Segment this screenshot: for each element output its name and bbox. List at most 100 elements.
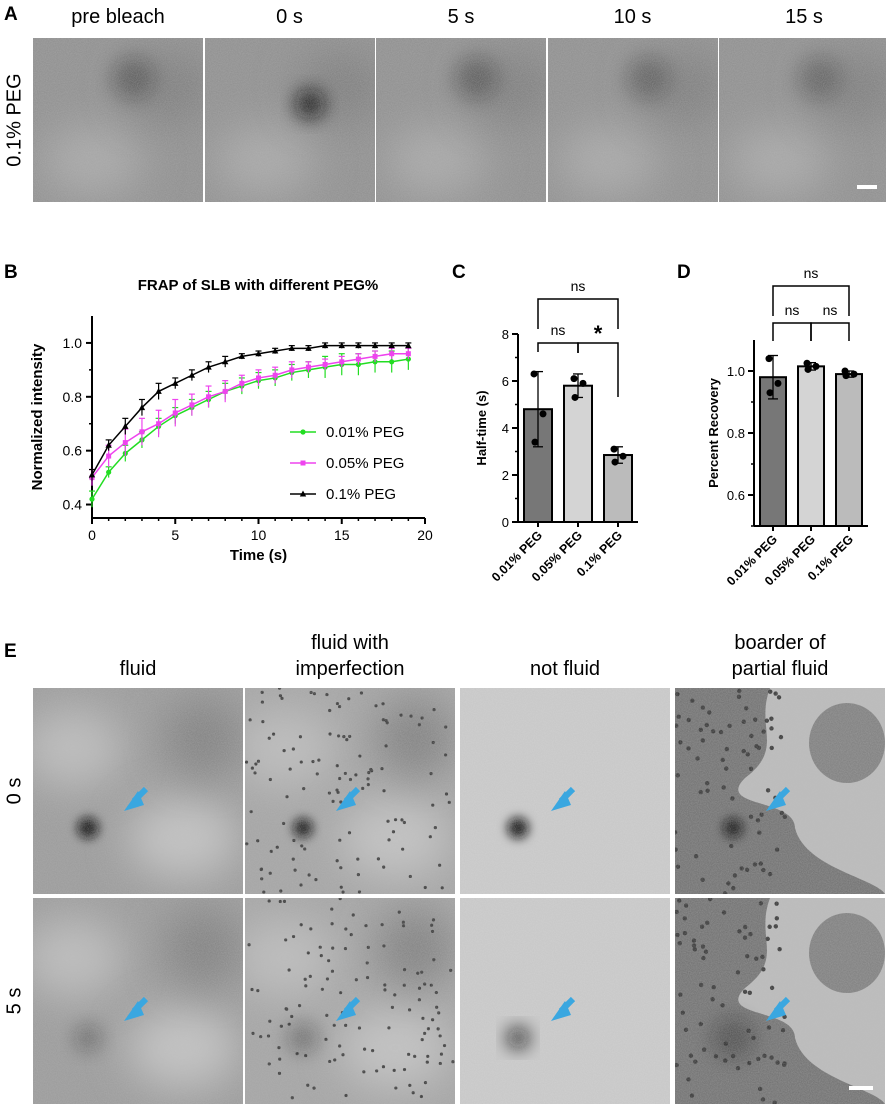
y-tick-label: 0.8: [63, 389, 83, 405]
y-tick-label: 6: [502, 374, 509, 389]
y-tick-label: 0.6: [63, 443, 83, 459]
microscopy-tile: [245, 688, 455, 894]
panel-label-d: D: [677, 262, 691, 283]
y-axis-label: Percent Recovery: [706, 377, 721, 488]
panel-e-row-label-wrap: 5 s: [0, 898, 30, 1104]
legend-entry: 0.01% PEG: [326, 424, 404, 441]
microscopy-tile: [547, 38, 718, 202]
image-grain: [719, 38, 886, 202]
scale-bar: [857, 185, 877, 189]
image-grain: [376, 38, 546, 202]
pointer-arrow-head: [124, 791, 144, 811]
bar: [797, 365, 825, 527]
y-tick-label: 1.0: [63, 335, 83, 351]
image-grain: [547, 38, 718, 202]
significance-label: ns: [551, 322, 566, 338]
panel-a-row-label: 0.1% PEG: [0, 38, 30, 202]
significance-label: ns: [785, 302, 800, 318]
microscopy-image: [204, 38, 375, 202]
panel-e-column-title: boarder of: [734, 632, 826, 654]
panel-a-column-title: 15 s: [785, 6, 823, 28]
y-tick-label: 1.0: [727, 364, 745, 379]
row-label-peg: 0.1% PEG: [3, 73, 26, 167]
pointer-arrow-head: [336, 791, 356, 811]
pointer-arrow-head: [124, 1001, 144, 1021]
replicate-point: [570, 375, 578, 383]
replicate-point: [619, 452, 627, 460]
microscopy-tile: [376, 38, 546, 202]
microscopy-image: [675, 688, 885, 894]
x-tick-label: 15: [334, 527, 350, 543]
y-tick-label: 2: [502, 468, 509, 483]
panel-e-column-title: fluid: [119, 658, 157, 680]
x-tick-label: 0: [88, 527, 96, 543]
panel-a-column-title: 0 s: [276, 6, 303, 28]
replicate-point: [579, 379, 587, 387]
panel-e-column-title: imperfection: [295, 658, 405, 680]
microscopy-tile: [460, 898, 670, 1104]
microscopy-image: [33, 898, 243, 1104]
replicate-point: [774, 379, 782, 387]
pointer-arrow-head: [551, 791, 571, 811]
significance-bracket: [772, 322, 812, 341]
microscopy-image: [245, 898, 455, 1104]
panel-label-b: B: [4, 262, 18, 283]
series-line: [91, 358, 409, 500]
chart-title: FRAP of SLB with different PEG%: [138, 277, 379, 294]
replicate-point: [842, 372, 850, 380]
replicate-point: [531, 438, 539, 446]
series-3: [88, 342, 412, 481]
significance-bracket: [810, 322, 850, 341]
replicate-point: [610, 445, 618, 453]
replicate-point: [803, 359, 811, 367]
significance-label: ns: [804, 265, 819, 281]
x-tick-label: 5: [171, 527, 179, 543]
microscopy-image: [675, 898, 885, 1104]
panel-a-column-title: 5 s: [447, 6, 475, 28]
y-tick-label: 4: [502, 421, 509, 436]
y-tick-label: 0.8: [727, 426, 745, 441]
microscopy-tile: [33, 38, 203, 202]
panel-e-column-title: partial fluid: [731, 658, 829, 680]
panel-label-a: A: [4, 4, 18, 25]
microscopy-tile: [33, 688, 243, 894]
panel-label-e: E: [4, 641, 17, 662]
pointer-arrow-head: [766, 1001, 786, 1021]
legend-marker: [299, 490, 307, 497]
replicate-point: [804, 365, 812, 373]
microscopy-image: [245, 688, 455, 894]
bar: [603, 454, 633, 523]
frap-line-chart: FRAP of SLB with different PEG% 0 5 10 15 20 0…: [29, 277, 433, 564]
microscopy-tile: [675, 898, 885, 1104]
y-tick-label: 0.6: [727, 488, 745, 503]
replicate-point: [765, 355, 773, 363]
significance-bracket: [537, 342, 579, 353]
panel-e-row-label: 5 s: [3, 987, 26, 1015]
y-axis-label: Half-time (s): [474, 390, 489, 465]
replicate-point: [611, 458, 619, 466]
series-line: [91, 352, 409, 479]
significance-label: ns: [571, 278, 586, 294]
microscopy-image: [460, 688, 670, 894]
series-line: [91, 344, 409, 476]
scale-bar: [849, 1086, 873, 1090]
microscopy-tile: [245, 898, 455, 1104]
legend-entry: 0.1% PEG: [326, 486, 396, 503]
panel-e-column-title: fluid with: [311, 632, 389, 654]
replicate-point: [539, 410, 547, 418]
pointer-arrow-head: [336, 1001, 356, 1021]
panel-e-row-label-wrap: 0 s: [0, 688, 30, 894]
y-tick-label: 0: [502, 515, 509, 530]
microscopy-image: [547, 38, 718, 202]
bar: [563, 384, 593, 523]
microscopy-tile: [204, 38, 375, 202]
legend-marker: [300, 460, 306, 466]
panel-e-row-label: 0 s: [3, 777, 26, 805]
panel-label-c: C: [452, 262, 466, 283]
replicate-point: [530, 370, 538, 378]
microscopy-image: [719, 38, 886, 202]
x-tick-label: 10: [251, 527, 267, 543]
microscopy-image: [33, 688, 243, 894]
